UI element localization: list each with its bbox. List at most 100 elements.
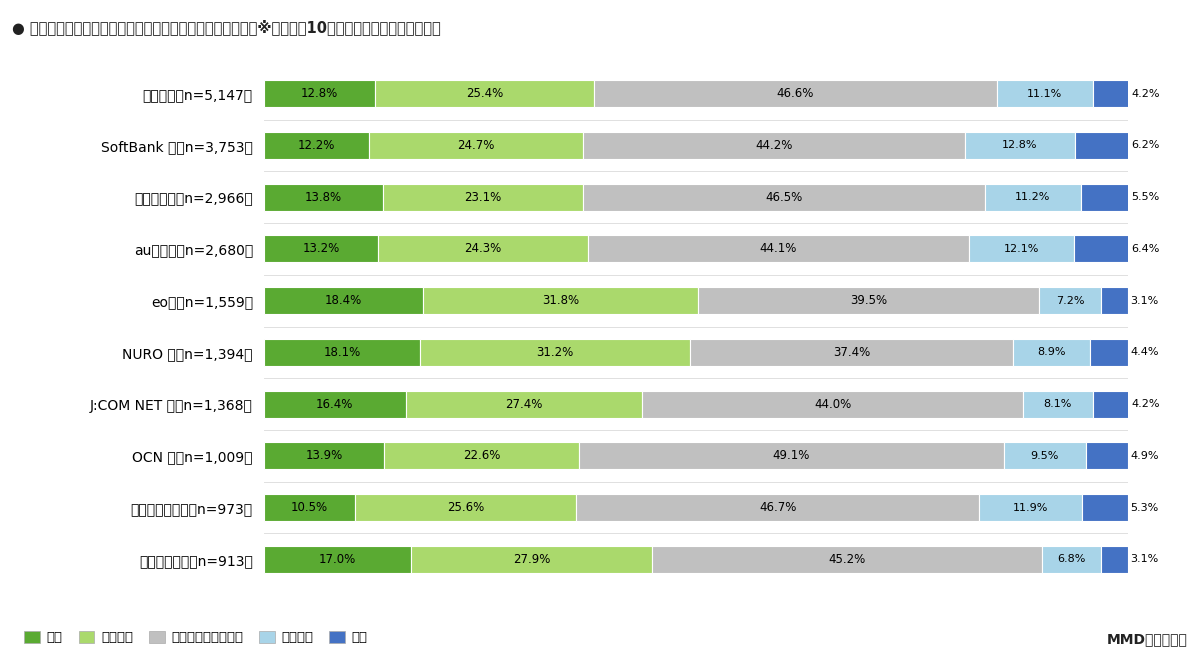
- Text: 16.4%: 16.4%: [316, 398, 354, 411]
- Text: 11.9%: 11.9%: [1013, 503, 1049, 513]
- Bar: [583, 132, 965, 159]
- Text: 13.9%: 13.9%: [306, 449, 343, 462]
- Bar: [264, 132, 370, 159]
- Bar: [1092, 390, 1129, 417]
- Bar: [264, 390, 406, 417]
- Bar: [580, 442, 1003, 470]
- Bar: [1022, 390, 1092, 417]
- Text: 4.9%: 4.9%: [1130, 451, 1159, 461]
- Bar: [642, 390, 1022, 417]
- Text: 3.1%: 3.1%: [1130, 296, 1159, 306]
- Bar: [1081, 183, 1129, 211]
- Bar: [1086, 442, 1128, 470]
- Bar: [422, 287, 697, 314]
- Text: 6.2%: 6.2%: [1132, 140, 1160, 150]
- Bar: [264, 183, 383, 211]
- Text: 4.4%: 4.4%: [1130, 347, 1159, 357]
- Bar: [264, 442, 384, 470]
- Bar: [410, 546, 652, 573]
- Bar: [264, 494, 355, 521]
- Text: 6.4%: 6.4%: [1132, 244, 1160, 254]
- Text: 10.5%: 10.5%: [290, 501, 328, 514]
- Bar: [1102, 287, 1128, 314]
- Text: 7.2%: 7.2%: [1056, 296, 1085, 306]
- Bar: [355, 494, 576, 521]
- Text: 12.1%: 12.1%: [1003, 244, 1039, 254]
- Bar: [1092, 80, 1129, 107]
- Text: 17.0%: 17.0%: [319, 552, 356, 565]
- Text: MMD研究所調べ: MMD研究所調べ: [1108, 633, 1188, 646]
- Bar: [1003, 442, 1086, 470]
- Bar: [697, 287, 1039, 314]
- Text: 45.2%: 45.2%: [828, 552, 866, 565]
- Text: 12.8%: 12.8%: [1002, 140, 1038, 150]
- Text: 49.1%: 49.1%: [773, 449, 810, 462]
- Bar: [576, 494, 979, 521]
- Bar: [264, 80, 374, 107]
- Text: 22.6%: 22.6%: [463, 449, 500, 462]
- Text: 23.1%: 23.1%: [464, 191, 502, 204]
- Text: 3.1%: 3.1%: [1130, 554, 1159, 564]
- Text: 46.5%: 46.5%: [766, 191, 803, 204]
- Bar: [997, 80, 1092, 107]
- Bar: [384, 442, 580, 470]
- Bar: [1090, 339, 1128, 366]
- Text: 4.2%: 4.2%: [1132, 89, 1160, 99]
- Text: 13.2%: 13.2%: [302, 242, 340, 255]
- Bar: [965, 132, 1075, 159]
- Legend: 満足, やや満足, どちらとも言えない, やや不満, 不満: 満足, やや満足, どちらとも言えない, やや不満, 不満: [24, 631, 368, 645]
- Text: 44.2%: 44.2%: [755, 139, 792, 152]
- Bar: [264, 236, 378, 263]
- Bar: [1039, 287, 1102, 314]
- Text: 4.2%: 4.2%: [1132, 399, 1160, 409]
- Text: 44.0%: 44.0%: [814, 398, 851, 411]
- Text: 27.9%: 27.9%: [512, 552, 550, 565]
- Bar: [406, 390, 642, 417]
- Text: 5.5%: 5.5%: [1132, 192, 1159, 202]
- Bar: [1075, 132, 1129, 159]
- Bar: [970, 236, 1074, 263]
- Text: 44.1%: 44.1%: [760, 242, 797, 255]
- Text: 18.4%: 18.4%: [325, 294, 362, 307]
- Bar: [979, 494, 1082, 521]
- Bar: [984, 183, 1081, 211]
- Text: ● 光回線サービスのコストパフォーマンスの満足度（単数）※利用上位10サービスの光回線サービス別: ● 光回線サービスのコストパフォーマンスの満足度（単数）※利用上位10サービスの…: [12, 20, 440, 35]
- Bar: [594, 80, 997, 107]
- Bar: [1043, 546, 1102, 573]
- Text: 25.4%: 25.4%: [466, 88, 503, 101]
- Bar: [1074, 236, 1129, 263]
- Text: 11.1%: 11.1%: [1027, 89, 1062, 99]
- Bar: [1102, 546, 1128, 573]
- Text: 31.8%: 31.8%: [541, 294, 578, 307]
- Bar: [690, 339, 1013, 366]
- Text: 13.8%: 13.8%: [305, 191, 342, 204]
- Text: 8.1%: 8.1%: [1043, 399, 1072, 409]
- Text: 31.2%: 31.2%: [536, 346, 574, 359]
- Bar: [652, 546, 1043, 573]
- Bar: [420, 339, 690, 366]
- Bar: [583, 183, 984, 211]
- Bar: [370, 132, 583, 159]
- Text: 6.8%: 6.8%: [1057, 554, 1086, 564]
- Text: 9.5%: 9.5%: [1031, 451, 1058, 461]
- Text: 11.2%: 11.2%: [1015, 192, 1051, 202]
- Text: 27.4%: 27.4%: [505, 398, 542, 411]
- Bar: [374, 80, 594, 107]
- Text: 8.9%: 8.9%: [1037, 347, 1066, 357]
- Bar: [264, 339, 420, 366]
- Text: 39.5%: 39.5%: [850, 294, 887, 307]
- Text: 46.6%: 46.6%: [776, 88, 814, 101]
- Bar: [588, 236, 970, 263]
- Text: 24.3%: 24.3%: [464, 242, 502, 255]
- Text: 12.2%: 12.2%: [298, 139, 335, 152]
- Bar: [264, 287, 422, 314]
- Bar: [1013, 339, 1090, 366]
- Text: 25.6%: 25.6%: [446, 501, 484, 514]
- Text: 12.8%: 12.8%: [301, 88, 338, 101]
- Text: 37.4%: 37.4%: [833, 346, 870, 359]
- Text: 46.7%: 46.7%: [758, 501, 797, 514]
- Text: 24.7%: 24.7%: [457, 139, 494, 152]
- Text: 5.3%: 5.3%: [1130, 503, 1159, 513]
- Bar: [1082, 494, 1128, 521]
- Bar: [378, 236, 588, 263]
